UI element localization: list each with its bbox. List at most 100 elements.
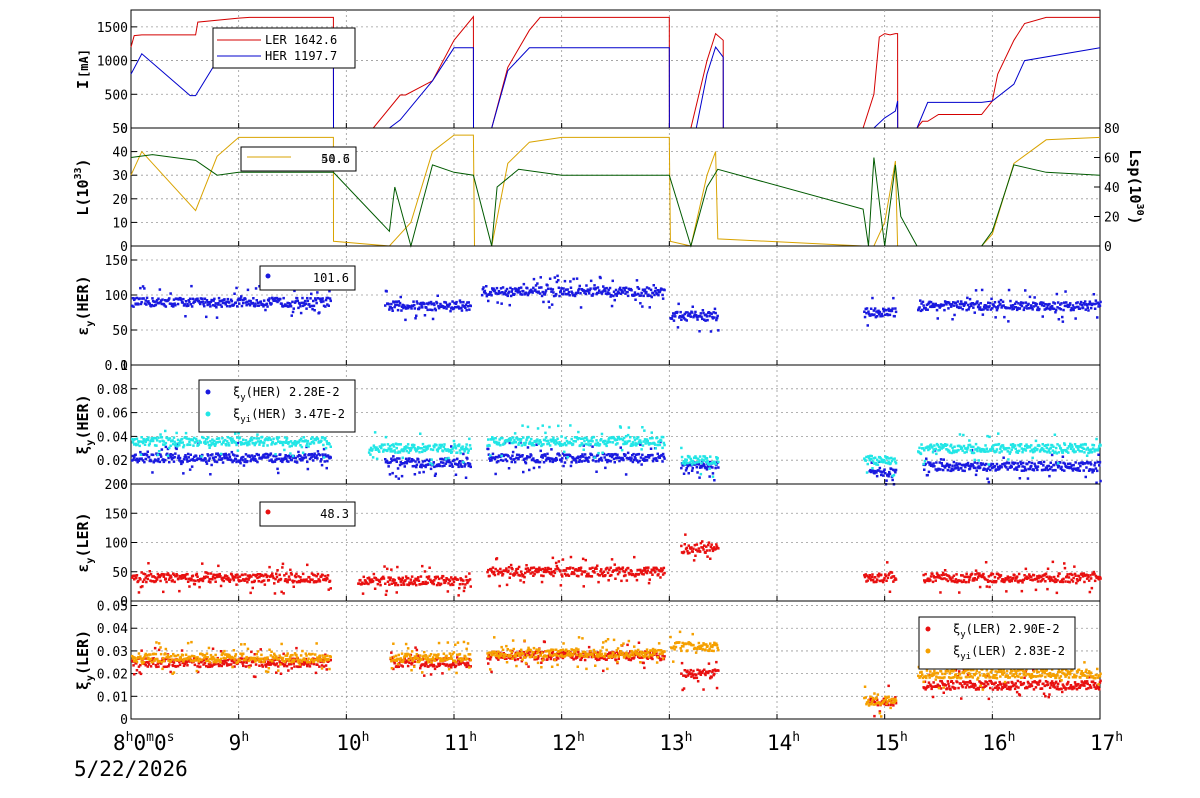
data-point <box>651 459 655 463</box>
data-point <box>938 576 941 579</box>
data-point <box>281 443 285 447</box>
data-point <box>423 314 427 317</box>
data-point <box>278 660 281 663</box>
data-point <box>1098 302 1101 306</box>
data-point <box>1045 575 1048 578</box>
data-point <box>448 464 452 467</box>
data-point <box>246 574 250 577</box>
data-point <box>394 442 398 445</box>
data-point <box>617 566 620 570</box>
data-point <box>181 574 184 577</box>
data-point <box>490 294 493 297</box>
data-point <box>161 298 164 301</box>
data-point <box>987 575 991 578</box>
data-point <box>639 443 642 446</box>
data-point <box>956 305 959 309</box>
data-point <box>223 301 227 305</box>
data-point <box>950 467 954 470</box>
data-point <box>1058 572 1061 575</box>
data-point <box>513 460 517 464</box>
data-point <box>614 443 618 446</box>
data-point <box>323 460 326 463</box>
data-point <box>972 451 976 455</box>
data-point <box>372 444 376 447</box>
data-point <box>302 301 306 304</box>
data-point <box>934 447 937 451</box>
data-point <box>507 291 510 295</box>
data-point <box>1056 463 1059 467</box>
data-point <box>208 577 211 581</box>
data-point <box>190 458 193 462</box>
data-point <box>1048 451 1052 454</box>
data-point <box>233 454 236 457</box>
data-point <box>674 315 677 318</box>
data-point <box>977 303 980 306</box>
data-point <box>246 443 249 447</box>
data-point <box>883 576 886 580</box>
data-point <box>1075 578 1079 581</box>
data-point <box>1073 443 1077 446</box>
data-point <box>1061 578 1064 581</box>
data-point <box>133 298 136 302</box>
data-point <box>1071 304 1075 307</box>
data-point <box>632 573 635 576</box>
data-point <box>192 301 195 305</box>
data-point <box>540 454 544 457</box>
data-point <box>554 456 558 460</box>
data-point <box>869 454 872 458</box>
data-point <box>188 443 192 446</box>
data-point <box>619 426 622 429</box>
data-point <box>468 444 472 447</box>
data-point <box>875 474 879 478</box>
data-point <box>577 430 580 434</box>
data-point <box>1078 469 1081 472</box>
data-point <box>289 440 293 443</box>
data-point <box>423 449 427 453</box>
data-point <box>552 574 555 578</box>
data-point <box>965 572 968 576</box>
data-point <box>384 304 387 307</box>
data-point <box>159 662 163 665</box>
data-point <box>156 572 160 576</box>
data-point <box>441 461 445 464</box>
data-point <box>230 441 234 444</box>
data-point <box>139 286 142 290</box>
data-point <box>919 299 922 302</box>
data-point <box>240 660 243 664</box>
data-point <box>408 658 412 662</box>
data-point <box>629 456 632 459</box>
data-point <box>551 438 555 442</box>
data-point <box>864 459 867 462</box>
data-point <box>647 581 651 585</box>
data-point <box>289 662 293 666</box>
data-point <box>925 303 929 306</box>
data-point <box>610 573 613 577</box>
data-point <box>220 664 223 668</box>
data-point <box>978 466 982 469</box>
data-point <box>145 296 149 300</box>
data-point <box>324 664 328 667</box>
data-point <box>865 471 869 474</box>
data-point <box>225 444 228 447</box>
data-point <box>927 461 930 464</box>
data-point <box>202 436 205 440</box>
y-tick-label: 0.05 <box>97 600 128 615</box>
data-point <box>576 569 579 572</box>
data-point <box>211 438 214 441</box>
data-point <box>221 457 224 460</box>
data-point <box>1028 295 1032 299</box>
data-point <box>246 460 249 463</box>
data-point <box>571 456 575 459</box>
data-point <box>223 576 226 579</box>
data-point <box>661 568 664 572</box>
data-point <box>949 443 953 447</box>
data-point <box>972 579 976 582</box>
data-point <box>1086 574 1089 577</box>
data-point <box>602 285 605 288</box>
data-point <box>250 575 253 578</box>
data-point <box>636 453 639 456</box>
data-point <box>705 457 709 460</box>
data-point <box>1087 462 1090 465</box>
data-point <box>937 468 941 471</box>
data-point <box>931 580 935 584</box>
